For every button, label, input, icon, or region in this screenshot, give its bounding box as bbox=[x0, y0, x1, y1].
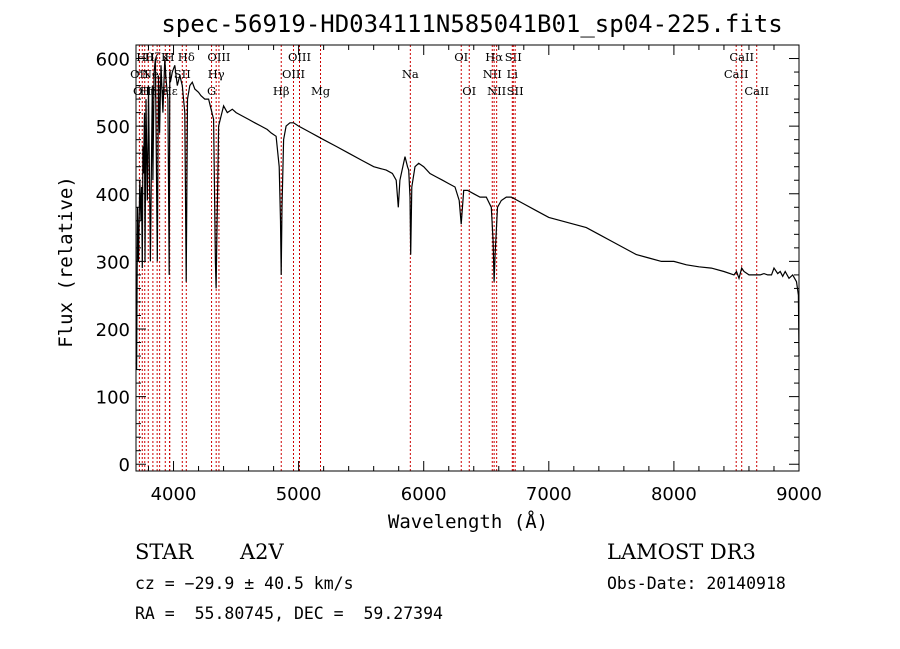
line-label-21: OI bbox=[462, 84, 476, 98]
line-label-2: Hθ bbox=[136, 50, 153, 64]
emission-line-markers: OIIOIIHθHηHζNeIIIHeKHHεHδSIIGHγOIIIHβOII… bbox=[130, 45, 769, 471]
line-label-11: SII bbox=[174, 67, 191, 81]
redshift-text: cz = −29.9 ± 40.5 km/s bbox=[135, 574, 354, 593]
line-label-1: OII bbox=[133, 84, 152, 98]
y-tick-label-200: 200 bbox=[96, 320, 130, 341]
survey-name: LAMOST DR3 bbox=[607, 540, 756, 564]
x-tick-label-7000: 7000 bbox=[526, 484, 572, 505]
line-label-30: CaII bbox=[744, 84, 769, 98]
line-label-10: Hδ bbox=[178, 50, 195, 64]
plot-frame bbox=[135, 44, 800, 472]
spectral-class: A2V bbox=[240, 540, 284, 564]
y-tick-label-400: 400 bbox=[96, 185, 130, 206]
line-label-17: OIII bbox=[288, 50, 311, 64]
line-label-26: SII bbox=[505, 50, 522, 64]
obs-date-text: Obs-Date: 20140918 bbox=[607, 574, 786, 593]
line-label-24: NII bbox=[487, 84, 506, 98]
y-tick-label-600: 600 bbox=[96, 50, 130, 71]
line-label-23: Hα bbox=[485, 50, 503, 64]
y-tick-label-100: 100 bbox=[96, 388, 130, 409]
chart-title: spec-56919-HD034111N585041B01_sp04-225.f… bbox=[161, 10, 782, 38]
line-label-20: OI bbox=[454, 50, 468, 64]
line-label-7: K bbox=[161, 50, 170, 64]
x-axis-ticks: 4000 5000 6000 7000 8000 9000 bbox=[148, 45, 822, 505]
y-tick-label-500: 500 bbox=[96, 117, 130, 138]
x-tick-label-5000: 5000 bbox=[276, 484, 322, 505]
x-tick-label-4000: 4000 bbox=[151, 484, 197, 505]
line-label-29: CaII bbox=[729, 50, 754, 64]
x-tick-label-9000: 9000 bbox=[776, 484, 822, 505]
line-label-14: OIII bbox=[207, 50, 230, 64]
object-type: STAR bbox=[135, 540, 194, 564]
line-label-5: NeIII bbox=[142, 67, 173, 81]
spectrum-line bbox=[135, 58, 800, 370]
line-label-0: OII bbox=[130, 67, 149, 81]
y-axis-ticks: 0 100 200 300 400 500 600 bbox=[96, 50, 799, 476]
y-tick-label-300: 300 bbox=[96, 252, 130, 273]
x-axis-label: Wavelength (Å) bbox=[388, 510, 548, 533]
line-label-22: NII bbox=[483, 67, 502, 81]
line-label-15: Hβ bbox=[273, 84, 290, 98]
line-label-12: G bbox=[207, 84, 216, 98]
x-tick-label-8000: 8000 bbox=[651, 484, 697, 505]
line-label-18: Mg bbox=[311, 84, 331, 98]
line-label-28: CaII bbox=[724, 67, 749, 81]
y-tick-label-0: 0 bbox=[119, 455, 130, 476]
line-label-16: OIII bbox=[282, 67, 305, 81]
coordinates-text: RA = 55.80745, DEC = 59.27394 bbox=[135, 604, 443, 623]
line-label-25: Li bbox=[507, 67, 519, 81]
line-label-4: Hζ bbox=[145, 50, 161, 64]
line-label-27: SII bbox=[507, 84, 524, 98]
line-label-13: Hγ bbox=[208, 67, 225, 81]
y-axis-label: Flux (relative) bbox=[55, 176, 77, 348]
x-tick-label-6000: 6000 bbox=[401, 484, 447, 505]
line-label-19: Na bbox=[402, 67, 419, 81]
